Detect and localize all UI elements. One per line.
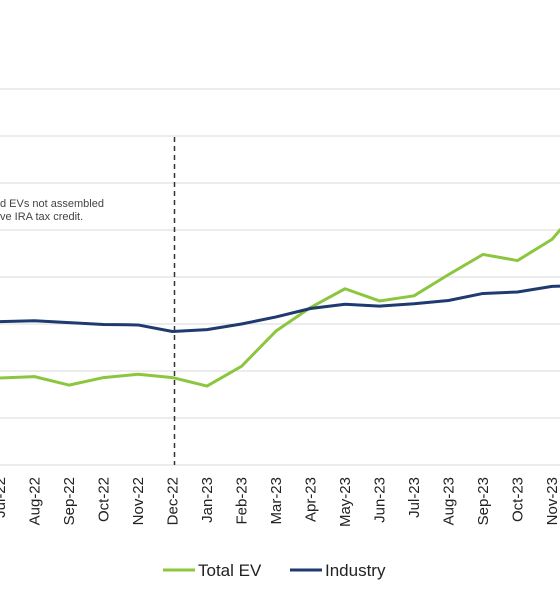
- x-tick-label: Sep-23: [475, 477, 492, 525]
- x-tick-label: Jul-23: [406, 477, 423, 518]
- legend-label-total-ev: Total EV: [198, 561, 262, 580]
- legend: Total EV Industry: [163, 561, 386, 580]
- x-tick-label: Oct-23: [510, 477, 527, 522]
- x-tick-label: May-23: [337, 477, 354, 527]
- x-tick-label: Nov-23: [544, 477, 560, 525]
- x-tick-label: Jul-22: [0, 477, 9, 518]
- x-tick-label: Dec-22: [165, 477, 182, 525]
- x-tick-label: Mar-23: [268, 477, 285, 525]
- x-axis-tick-labels: Jul-22 Aug-22 Sep-22 Oct-22 Nov-22 Dec-22 Jan-…: [0, 477, 560, 527]
- x-tick-label: Sep-22: [61, 477, 78, 525]
- legend-item-total-ev: Total EV: [163, 561, 262, 580]
- x-tick-label: Aug-22: [27, 477, 44, 525]
- annotation-line-2: ve IRA tax credit.: [0, 211, 83, 223]
- series-line-total-ev: [0, 227, 560, 388]
- x-tick-label: Aug-23: [441, 477, 458, 525]
- x-tick-label: Jun-23: [372, 477, 389, 523]
- series-lines: [0, 227, 560, 388]
- series-line-industry: [0, 284, 560, 334]
- gridlines: [0, 88, 560, 466]
- legend-label-industry: Industry: [325, 561, 386, 580]
- legend-item-industry: Industry: [290, 561, 386, 580]
- x-tick-label: Nov-22: [130, 477, 147, 525]
- x-tick-label: Apr-23: [303, 477, 320, 522]
- x-tick-label: Jan-23: [199, 477, 216, 523]
- x-tick-label: Feb-23: [234, 477, 251, 525]
- annotation: d EVs not assembled ve IRA tax credit.: [0, 198, 104, 223]
- x-tick-label: Oct-22: [96, 477, 113, 522]
- annotation-line-1: d EVs not assembled: [0, 198, 104, 210]
